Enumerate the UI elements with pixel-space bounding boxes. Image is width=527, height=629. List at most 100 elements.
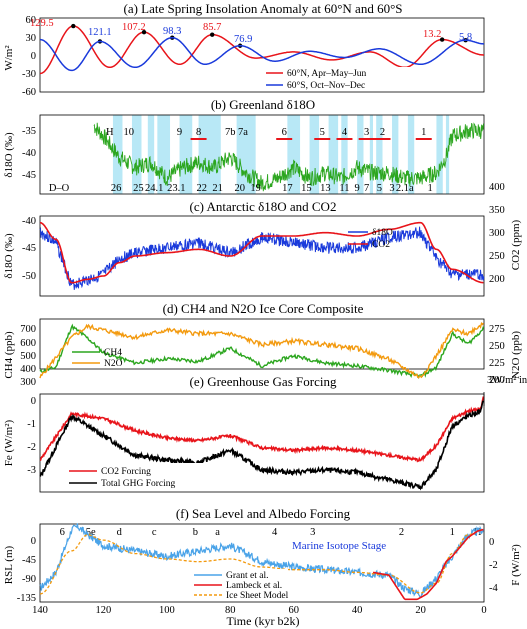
panel-a-ytick: -30 [22,69,36,80]
panel-c-series-blue [39,226,485,290]
panel-d-title: (d) CH4 and N2O Ice Core Composite [163,301,364,316]
interstadial-label: 9 [355,183,360,194]
annotation-text: 3W/m² in 2014 [487,375,527,386]
x-tick-label: 80 [225,605,236,616]
stadial-label: 7a [238,127,248,138]
panel-a-ytick: 30 [26,33,37,44]
panel-e-title: (e) Greenhouse Gas Forcing [190,374,337,389]
panel-d-series-green [39,323,485,380]
interstadial-label: 7 [364,183,369,194]
panel-e-ytick: -2 [27,442,36,453]
mis-stage-label: 1 [450,527,455,538]
stadial-label: 2 [380,127,385,138]
panel-b-ytick: -35 [22,126,36,137]
stadial-label: 1 [421,127,426,138]
panel-d-frame [39,318,485,370]
panel-f-series-lambeck [372,528,484,601]
panel-c-ytick-right: 350 [489,205,505,216]
interstadial-label: 25 [133,183,144,194]
mis-label: Marine Isotope Stage [292,540,386,552]
panel-a-ytick: -60 [22,87,36,98]
interstadial-band [131,115,142,194]
mis-stage-label: b [193,527,198,538]
panel-f-legend: Grant et al. Lambeck et al. Ice Sheet Mo… [190,569,289,601]
interstadial-label: 26 [111,183,122,194]
x-tick-label: 120 [96,605,112,616]
panel-f-mis-labels: 6 5e d c b a 4 3 2 1 H [60,527,482,538]
panel-a-ylabel: W/m² [3,45,15,71]
panel-d-legend: CH4 N2O [72,348,123,369]
x-axis-ticks: 140 120 100 80 60 40 20 0 [32,605,487,616]
x-tick-label: 100 [159,605,175,616]
interstadial-label: 17 [282,183,293,194]
legend-label: CO2 [372,240,390,250]
interstadial-band [341,115,348,194]
mis-stage-label: 2 [399,527,404,538]
mis-stage-label: d [117,527,123,538]
panel-a-legend: 60°N, Apr–May–Jun 60°S, Oct–Nov–Dec [262,67,412,91]
panel-d-ytick: 700 [20,324,36,335]
panel-b-title: (b) Greenland δ18O [211,97,315,112]
stadial-label: 5 [320,127,325,138]
peak-marker [210,32,215,37]
peak-marker [71,23,76,29]
panel-f-ytick: -90 [22,574,36,585]
legend-label: N2O [104,359,123,369]
interstadial-band [376,115,383,194]
panel-c-ytick: -50 [22,271,36,282]
panel-b-interstadial-labels: D–O 26 25 24.1 23.1 22 21 20 19 17 15 13 11 9 7 5 3 2.1a 1 [49,183,433,194]
interstadial-label: 21 [212,183,223,194]
legend-label: CH4 [104,348,122,358]
interstadial-label: 3 [389,183,394,194]
peak-label: 129.5 [30,18,54,29]
stadial-label: 10 [124,127,135,138]
panel-f-ytick-right: -4 [489,583,498,594]
legend-label: 60°N, Apr–May–Jun [287,68,367,79]
panel-f-ytick: -135 [17,593,36,604]
legend-label: Total GHG Forcing [101,479,176,489]
interstadial-band [309,115,320,194]
stadial-label: 7b [225,127,236,138]
panel-d-ytick-right: 225 [489,358,505,369]
peak-label: 5.8 [459,32,472,43]
panel-f-title: (f) Sea Level and Albedo Forcing [176,506,351,521]
mis-stage-label: 6 [60,527,65,538]
interstadial-band [407,115,415,194]
interstadial-band [147,115,155,194]
interstadial-band [179,115,193,194]
interstadial-label: D–O [49,183,70,194]
panel-f-series-grant [39,523,484,598]
mis-stage-label: c [152,527,157,538]
x-tick-label: 140 [32,605,48,616]
stadial-label: H [106,127,114,138]
interstadial-label: 19 [250,183,261,194]
panel-f-frame [39,523,485,603]
stadial-label: 8 [196,127,201,138]
panel-d-ylabel-right: N2O (ppb) [510,331,522,379]
panel-c-ytick-right: 250 [489,251,505,262]
interstadial-band [369,115,373,194]
panel-f-ylabel-right: F (W/m²) [510,544,522,586]
panel-c-ytick-right: 200 [489,274,505,285]
panel-e-ylabel: Fe (W/m²) [3,419,15,466]
panel-e-legend: CO2 Forcing Total GHG Forcing [65,463,215,490]
panel-a-title: (a) Late Spring Insolation Anomaly at 60… [123,1,402,16]
peak-label: 76.9 [234,34,252,45]
panel-d-ytick: 300 [20,377,36,388]
interstadial-label: 15 [301,183,312,194]
panel-a-ytick: 0 [31,51,36,62]
peak-label: 13.2 [423,29,441,40]
panel-d-ytick: 500 [20,351,36,362]
interstadial-band [436,115,443,194]
interstadial-label: 11 [339,183,349,194]
panel-c-ytick: -45 [22,243,36,254]
panel-c-ytick: -40 [22,216,36,227]
panel-e-annotation: 3W/m² in 2014 [483,375,527,406]
panel-c-ylabel: δ18O (‰) [3,233,15,279]
legend-label: 60°S, Oct–Nov–Dec [287,80,365,91]
panel-c-title: (c) Antarctic δ18O and CO2 [190,199,337,214]
peak-label: 98.3 [163,26,181,37]
panel-c-ytick-right: 300 [489,228,505,239]
stadial-label: 6 [282,127,287,138]
